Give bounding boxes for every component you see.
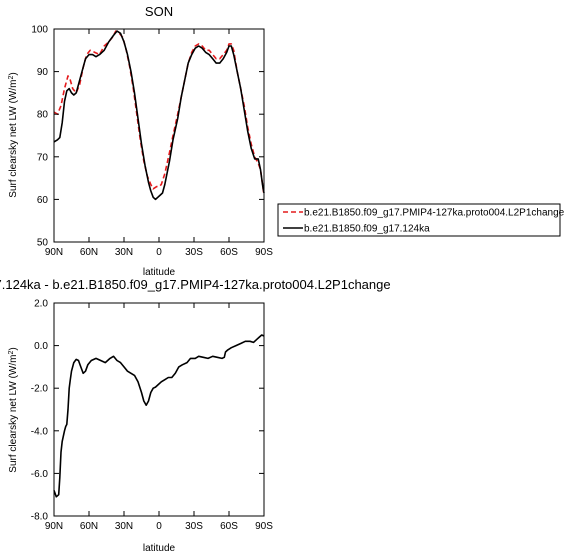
plot-frame xyxy=(53,302,265,517)
y-tick-label: 80 xyxy=(37,110,49,121)
x-tick-label: 0 xyxy=(156,247,162,258)
legend-label-series-1: b.e21.B1850.f09_g17.PMIP4-127ka.proto004… xyxy=(304,208,564,219)
x-tick-label: 30N xyxy=(115,247,133,258)
x-tick-label: 30S xyxy=(185,521,203,532)
x-tick-label: 90S xyxy=(255,521,273,532)
plot-area: 90N 60N 30N 0 30S 60S 90S -8.0 -6.0 -4.0 -2.0 0.0 2.… xyxy=(31,299,273,533)
series-line-1 xyxy=(53,334,265,498)
x-axis-label: latitude xyxy=(143,267,176,278)
y-axis-label-tail: ) xyxy=(8,72,19,75)
chart-son-net-lw: SON 90N 60N 30N 0 30S 60S 90S 50 60 70 80 90 100 lat… xyxy=(8,4,564,278)
legend-label-series-2: b.e21.B1850.f09_g17.124ka xyxy=(304,224,430,235)
chart-difference-net-lw: b.e21.B1850.f09_g17.124ka - b.e21.B1850.… xyxy=(0,277,391,554)
y-tick-label: -4.0 xyxy=(31,426,49,437)
y-tick-label: 70 xyxy=(37,152,49,163)
series-line-1 xyxy=(53,30,265,196)
y-axis-label-tail: ) xyxy=(8,347,19,350)
x-tick-label: 30S xyxy=(185,247,203,258)
y-axis-label-main: Surf clearsky net LW (W/m xyxy=(8,80,19,198)
y-tick-label: 50 xyxy=(37,238,49,249)
y-tick-label: 2.0 xyxy=(34,299,48,310)
y-axis-label-superscript: 2 xyxy=(8,351,15,355)
x-tick-label: 60S xyxy=(220,521,238,532)
x-tick-label: 60S xyxy=(220,247,238,258)
y-tick-label: 60 xyxy=(37,195,49,206)
x-tick-label: 90N xyxy=(45,521,63,532)
chart-title: SON xyxy=(145,4,173,19)
y-axis-label-main: Surf clearsky net LW (W/m xyxy=(8,355,19,473)
y-tick-label: 100 xyxy=(31,25,48,36)
series-line-2 xyxy=(53,30,265,201)
plot-area: 90N 60N 30N 0 30S 60S 90S 50 60 70 80 90 100 xyxy=(31,25,273,259)
x-axis-label: latitude xyxy=(143,543,176,554)
y-axis-label: Surf clearsky net LW (W/m2) xyxy=(8,72,19,197)
x-tick-label: 60N xyxy=(80,521,98,532)
y-tick-label: -2.0 xyxy=(31,384,49,395)
x-tick-label: 30N xyxy=(115,521,133,532)
legend-box xyxy=(277,203,561,237)
chart-title: b.e21.B1850.f09_g17.124ka - b.e21.B1850.… xyxy=(0,277,391,292)
y-tick-label: -6.0 xyxy=(31,469,49,480)
x-tick-label: 60N xyxy=(80,247,98,258)
legend: b.e21.B1850.f09_g17.PMIP4-127ka.proto004… xyxy=(283,208,564,235)
y-axis-label: Surf clearsky net LW (W/m2) xyxy=(8,347,19,472)
x-tick-label: 90S xyxy=(255,247,273,258)
y-tick-label: 0.0 xyxy=(34,341,48,352)
y-axis-label-superscript: 2 xyxy=(8,76,15,80)
y-tick-label: 90 xyxy=(37,67,49,78)
x-tick-label: 0 xyxy=(156,521,162,532)
x-tick-label: 90N xyxy=(45,247,63,258)
y-tick-label: -8.0 xyxy=(31,512,49,523)
